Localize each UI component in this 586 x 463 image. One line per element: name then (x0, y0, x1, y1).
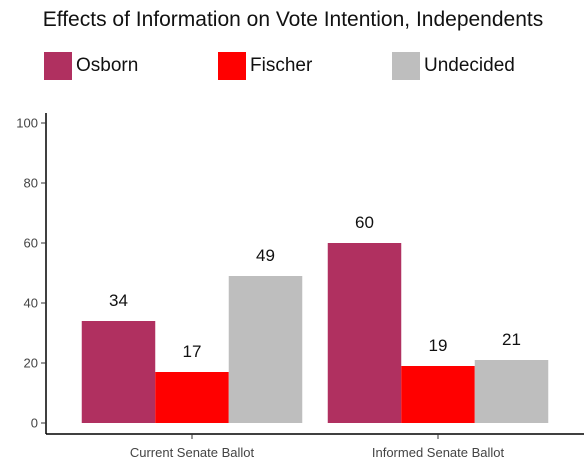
y-tick-label: 100 (16, 116, 38, 131)
y-tick-label: 20 (24, 356, 38, 371)
data-label-fischer-1: 17 (183, 342, 202, 361)
y-tick-label: 60 (24, 236, 38, 251)
legend-label-fischer: Fischer (250, 55, 313, 76)
chart-title: Effects of Information on Vote Intention… (42, 8, 544, 31)
bar-fischer-1 (155, 372, 229, 423)
data-label-fischer-2: 19 (429, 336, 448, 355)
x-category-label: Current Senate Ballot (130, 445, 255, 460)
y-tick-label: 0 (31, 416, 38, 431)
legend-item-osborn: Osborn (44, 52, 138, 80)
legend-swatch-undecided (392, 52, 420, 80)
legend-swatch-osborn (44, 52, 72, 80)
x-category-label: Informed Senate Ballot (372, 445, 505, 460)
bar-fischer-2 (401, 366, 475, 423)
data-label-undecided-2: 21 (502, 330, 521, 349)
bar-undecided-2 (474, 360, 549, 423)
legend-swatch-fischer (218, 52, 246, 80)
bar-osborn-2 (327, 243, 402, 423)
legend-item-fischer: Fischer (218, 52, 312, 80)
data-label-osborn-2: 60 (355, 213, 374, 232)
legend-label-undecided: Undecided (424, 55, 515, 76)
y-tick-label: 80 (24, 176, 38, 191)
legend: Osborn Fischer Undecided (0, 52, 586, 82)
bar-osborn-1 (81, 321, 156, 423)
legend-label-osborn: Osborn (76, 55, 139, 76)
bar-undecided-1 (228, 276, 303, 423)
legend-item-undecided: Undecided (392, 52, 515, 80)
data-label-undecided-1: 49 (256, 246, 275, 265)
data-label-osborn-1: 34 (109, 291, 128, 310)
y-tick-label: 40 (24, 296, 38, 311)
